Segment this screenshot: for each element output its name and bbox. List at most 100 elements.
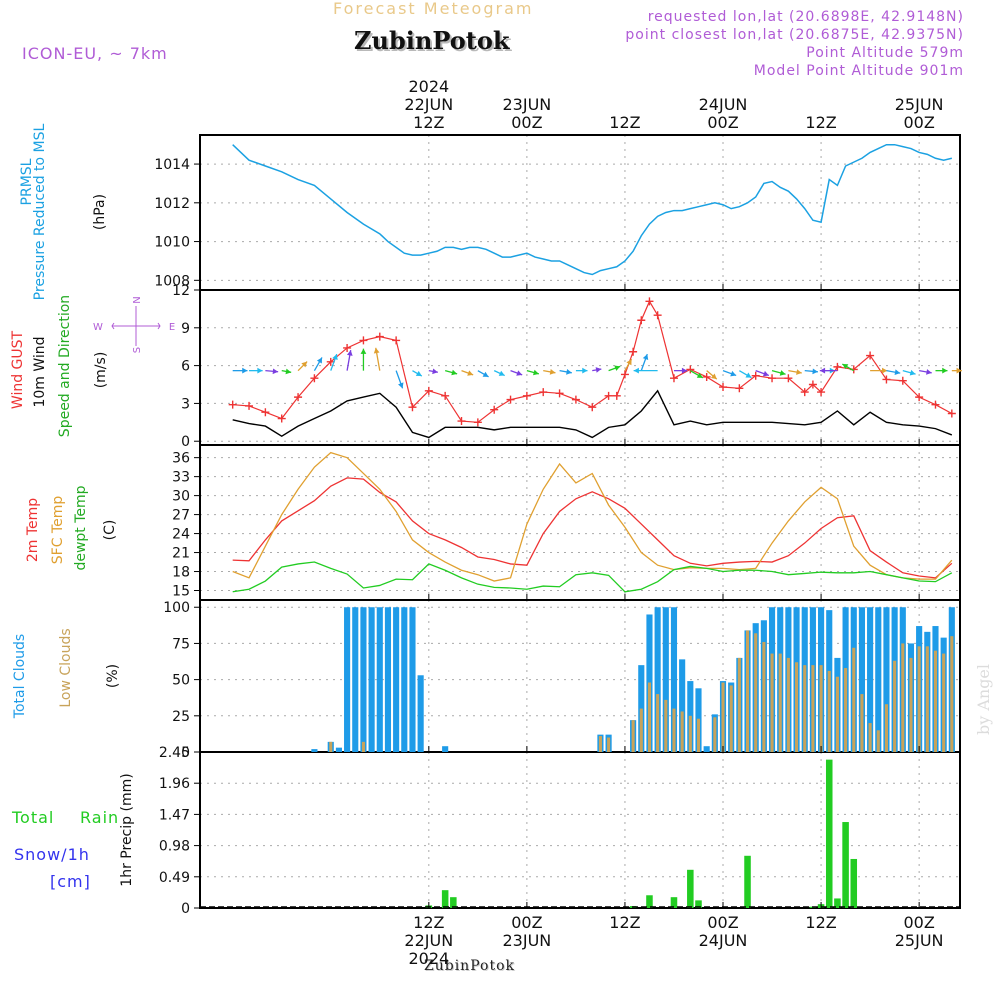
low-cloud-bar [844, 668, 848, 752]
gust-marker [228, 400, 237, 409]
low-cloud-bar [827, 670, 831, 752]
wind-arrowhead [242, 367, 248, 374]
low-cloud-bar [909, 657, 913, 752]
low-cloud-bar [786, 657, 790, 752]
low-cloud-bar [762, 641, 766, 752]
wind-arrowhead [942, 367, 948, 374]
rain-bar [825, 759, 833, 908]
rain-bar [834, 898, 841, 908]
low-cloud-bar [795, 662, 799, 752]
gust-marker [800, 388, 809, 397]
gust-marker [408, 403, 417, 412]
wind-arrowhead [301, 361, 308, 368]
snow-unit: [cm] [50, 872, 91, 891]
wind-arrowhead [696, 372, 703, 378]
wind-arrowhead [819, 367, 826, 374]
wind-arrowhead [498, 370, 505, 376]
top-time-label: 12Z [805, 113, 836, 132]
y-tick-label: 12 [172, 283, 190, 299]
wind-arrowhead [812, 368, 818, 375]
total-cloud-bar [368, 607, 375, 752]
low-cloud-bar [672, 708, 676, 752]
gust-marker [702, 372, 711, 381]
wind-arrowhead [257, 367, 263, 374]
y-tick-label: 50 [172, 673, 190, 689]
low-cloud-bar [860, 694, 864, 752]
wind-arrowhead [626, 359, 632, 366]
gust-marker [392, 336, 401, 345]
low-cloud-bar [329, 741, 333, 752]
gust-marker [833, 362, 842, 371]
y-tick-label: 21 [172, 546, 190, 562]
total-cloud-bar [883, 607, 890, 752]
bottom-time-label: 12Z [413, 913, 444, 932]
snow-label: Snow/1h [14, 845, 90, 864]
wind-arrowhead [451, 369, 458, 376]
wind-arrowhead [482, 371, 489, 377]
bottom-time-label: 22JUN [404, 931, 453, 950]
low-cloud-bar [647, 682, 651, 752]
low-cloud-bar [737, 657, 741, 752]
y-tick-label: 15 [172, 584, 190, 600]
panel-frame [199, 751, 961, 909]
top-time-label: 25JUN [895, 95, 944, 114]
y-tick-label: 1010 [154, 235, 190, 251]
gust-marker [375, 332, 384, 341]
gust-marker [719, 383, 728, 392]
y-tick-label: 1.96 [159, 776, 190, 792]
total-cloud-bar [409, 607, 416, 752]
total-cloud-bar [867, 607, 874, 752]
wind-arrowhead [566, 369, 572, 375]
low-cloud-bar [639, 708, 643, 752]
y-tick-label: 24 [172, 527, 190, 543]
wind-arrowhead [882, 367, 888, 374]
wind-arrowhead [894, 369, 901, 375]
total-label: Total [12, 808, 55, 827]
low-cloud-bar [631, 720, 635, 752]
wind-arrowhead [332, 354, 338, 361]
gust-marker [277, 414, 286, 423]
wind-arrowhead [796, 369, 802, 375]
wind-arrowhead [633, 367, 639, 374]
wind-arrowhead [316, 357, 323, 364]
gust-marker [882, 375, 891, 384]
low-cloud-bar [664, 699, 668, 752]
gust-marker [751, 371, 760, 380]
rain-bar [850, 858, 858, 908]
total-cloud-bar [401, 607, 408, 752]
wind-arrowhead [926, 369, 932, 375]
total-cloud-bar [384, 607, 392, 752]
low-cloud-bar [598, 736, 602, 752]
y-tick-label: 18 [172, 565, 190, 581]
bottom-time-label: 23JUN [502, 931, 551, 950]
requested-coords: requested lon,lat (20.6898E, 42.9148N) [647, 9, 964, 25]
gust-marker [555, 389, 564, 398]
low-cloud-bar [770, 653, 774, 752]
low-cloud-bar [942, 653, 946, 752]
wind-arrowhead [582, 367, 588, 374]
low-cloud-bar [835, 676, 839, 752]
gust-marker [686, 365, 695, 374]
gust-marker [931, 400, 940, 409]
gust-marker [261, 408, 270, 417]
wind-arrowhead [285, 368, 292, 375]
tsfc-line [232, 451, 953, 582]
wind-arrowhead [373, 347, 380, 354]
y-tick-label: 1014 [154, 157, 190, 173]
y-tick-label: 1008 [154, 273, 190, 289]
top-time-label: 12Z [609, 113, 640, 132]
rain-bar [744, 855, 751, 908]
gust-marker [620, 370, 629, 379]
wind-arrowhead [346, 350, 353, 356]
gust-marker [604, 391, 613, 400]
low-cloud-bar [729, 685, 733, 752]
wind-arrowhead [745, 372, 752, 378]
wind-arrowhead [272, 368, 279, 375]
low-cloud-bar [852, 647, 856, 752]
station-name: ZubinPotok [354, 26, 510, 55]
gust-marker [294, 393, 303, 402]
gust-marker [490, 405, 499, 414]
prmsl-line [232, 143, 953, 276]
t2m-line [232, 477, 953, 579]
bottom-time-label: 2024 [408, 949, 449, 968]
